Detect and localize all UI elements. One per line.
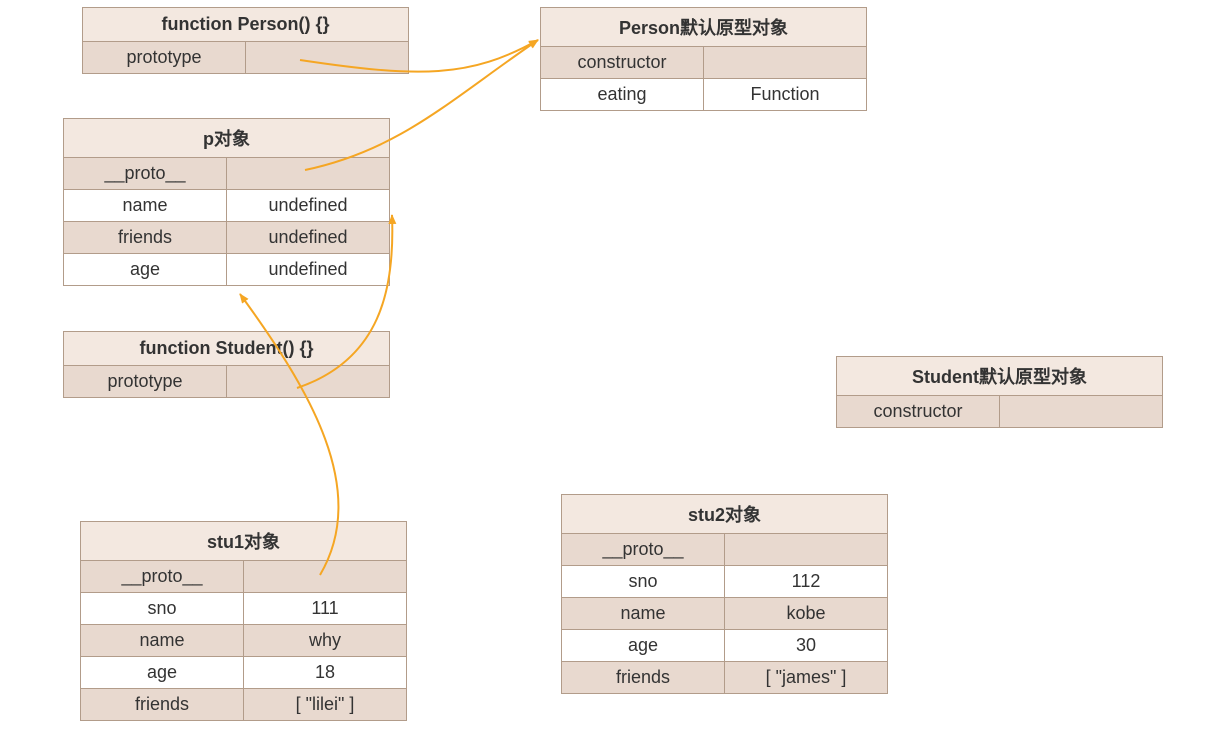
cell-value <box>725 534 887 565</box>
cell-value: 30 <box>725 630 887 661</box>
cell-value <box>704 47 866 78</box>
box-student-proto: Student默认原型对象 constructor <box>836 356 1163 428</box>
cell-value: 112 <box>725 566 887 597</box>
table-row: constructor <box>541 47 866 79</box>
cell-key: name <box>562 598 725 629</box>
cell-key: constructor <box>837 396 1000 427</box>
box-title: Student默认原型对象 <box>837 357 1162 396</box>
box-person-proto: Person默认原型对象 constructor eating Function <box>540 7 867 111</box>
cell-value: why <box>244 625 406 656</box>
cell-key: prototype <box>83 42 246 73</box>
table-row: age 30 <box>562 630 887 662</box>
table-row: name undefined <box>64 190 389 222</box>
table-row: __proto__ <box>64 158 389 190</box>
cell-value: undefined <box>227 222 389 253</box>
table-row: name kobe <box>562 598 887 630</box>
table-row: eating Function <box>541 79 866 110</box>
box-student-func: function Student() {} prototype <box>63 331 390 398</box>
cell-key: __proto__ <box>64 158 227 189</box>
cell-key: friends <box>81 689 244 720</box>
table-row: __proto__ <box>562 534 887 566</box>
cell-value: [ "james" ] <box>725 662 887 693</box>
cell-value: 18 <box>244 657 406 688</box>
cell-value <box>227 366 389 397</box>
table-row: friends [ "james" ] <box>562 662 887 693</box>
box-title: Person默认原型对象 <box>541 8 866 47</box>
cell-value: undefined <box>227 254 389 285</box>
cell-key: friends <box>64 222 227 253</box>
table-row: constructor <box>837 396 1162 427</box>
cell-key: __proto__ <box>81 561 244 592</box>
cell-key: name <box>64 190 227 221</box>
cell-key: age <box>64 254 227 285</box>
cell-key: __proto__ <box>562 534 725 565</box>
table-row: prototype <box>83 42 408 73</box>
table-row: prototype <box>64 366 389 397</box>
cell-key: friends <box>562 662 725 693</box>
table-row: sno 112 <box>562 566 887 598</box>
cell-key: constructor <box>541 47 704 78</box>
box-p-obj: p对象 __proto__ name undefined friends und… <box>63 118 390 286</box>
table-row: sno 111 <box>81 593 406 625</box>
cell-value: 111 <box>244 593 406 624</box>
cell-value: kobe <box>725 598 887 629</box>
cell-value <box>244 561 406 592</box>
cell-key: name <box>81 625 244 656</box>
cell-value: [ "lilei" ] <box>244 689 406 720</box>
cell-value: Function <box>704 79 866 110</box>
box-title: function Student() {} <box>64 332 389 366</box>
cell-key: age <box>562 630 725 661</box>
box-title: stu2对象 <box>562 495 887 534</box>
box-person-func: function Person() {} prototype <box>82 7 409 74</box>
box-stu1: stu1对象 __proto__ sno 111 name why age 18… <box>80 521 407 721</box>
table-row: friends undefined <box>64 222 389 254</box>
box-stu2: stu2对象 __proto__ sno 112 name kobe age 3… <box>561 494 888 694</box>
table-row: age 18 <box>81 657 406 689</box>
table-row: name why <box>81 625 406 657</box>
cell-value: undefined <box>227 190 389 221</box>
cell-value <box>227 158 389 189</box>
box-title: function Person() {} <box>83 8 408 42</box>
cell-key: sno <box>81 593 244 624</box>
cell-key: prototype <box>64 366 227 397</box>
cell-value <box>1000 396 1162 427</box>
table-row: age undefined <box>64 254 389 285</box>
cell-key: age <box>81 657 244 688</box>
box-title: stu1对象 <box>81 522 406 561</box>
table-row: __proto__ <box>81 561 406 593</box>
box-title: p对象 <box>64 119 389 158</box>
cell-value <box>246 42 408 73</box>
cell-key: eating <box>541 79 704 110</box>
cell-key: sno <box>562 566 725 597</box>
table-row: friends [ "lilei" ] <box>81 689 406 720</box>
